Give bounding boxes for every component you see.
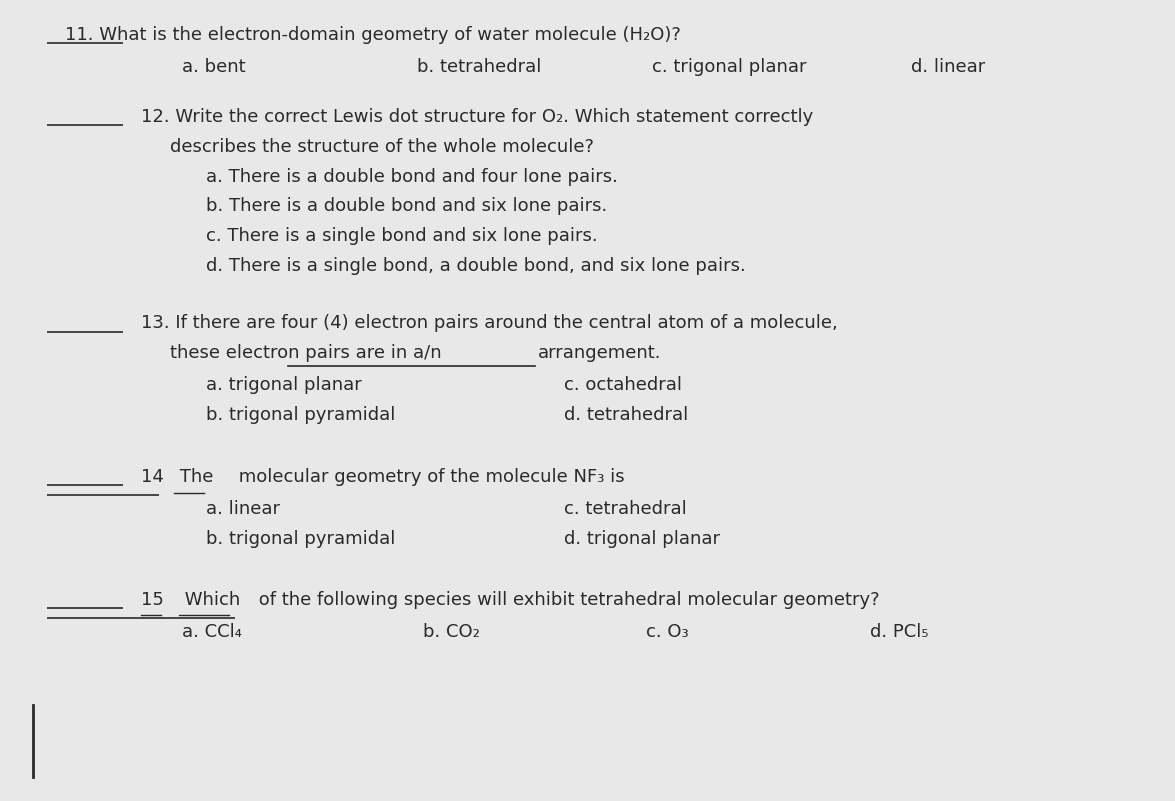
Text: c. octahedral: c. octahedral [564, 376, 682, 394]
Text: c. There is a single bond and six lone pairs.: c. There is a single bond and six lone p… [206, 227, 597, 245]
Text: arrangement.: arrangement. [538, 344, 662, 362]
Text: d. linear: d. linear [911, 58, 985, 76]
Text: c. trigonal planar: c. trigonal planar [652, 58, 806, 76]
Text: 11. What is the electron-domain geometry of water molecule (H₂O)?: 11. What is the electron-domain geometry… [65, 26, 680, 44]
Text: c. O₃: c. O₃ [646, 623, 689, 641]
Text: d. tetrahedral: d. tetrahedral [564, 406, 689, 424]
Text: 12. Write the correct Lewis dot structure for O₂. Which statement correctly: 12. Write the correct Lewis dot structur… [141, 108, 813, 126]
Text: a. trigonal planar: a. trigonal planar [206, 376, 362, 394]
Text: a. bent: a. bent [182, 58, 246, 76]
Text: b. There is a double bond and six lone pairs.: b. There is a double bond and six lone p… [206, 198, 606, 215]
Text: a. CCl₄: a. CCl₄ [182, 623, 242, 641]
Text: 13. If there are four (4) electron pairs around the central atom of a molecule,: 13. If there are four (4) electron pairs… [141, 315, 838, 332]
Text: describes the structure of the whole molecule?: describes the structure of the whole mol… [170, 139, 595, 156]
Text: d. There is a single bond, a double bond, and six lone pairs.: d. There is a single bond, a double bond… [206, 257, 745, 275]
Text: 15: 15 [141, 591, 163, 609]
Text: a. linear: a. linear [206, 501, 280, 518]
Text: b. CO₂: b. CO₂ [423, 623, 479, 641]
Text: 14: 14 [141, 469, 163, 486]
Text: d. PCl₅: d. PCl₅ [870, 623, 928, 641]
Text: b. tetrahedral: b. tetrahedral [417, 58, 542, 76]
Text: molecular geometry of the molecule NF₃ is: molecular geometry of the molecule NF₃ i… [233, 469, 624, 486]
Text: c. tetrahedral: c. tetrahedral [564, 501, 686, 518]
Text: of the following species will exhibit tetrahedral molecular geometry?: of the following species will exhibit te… [253, 591, 879, 609]
Text: a. There is a double bond and four lone pairs.: a. There is a double bond and four lone … [206, 168, 618, 186]
Text: these electron pairs are in a/n: these electron pairs are in a/n [170, 344, 442, 362]
Text: b. trigonal pyramidal: b. trigonal pyramidal [206, 530, 395, 548]
Text: The: The [174, 469, 214, 486]
Text: d. trigonal planar: d. trigonal planar [564, 530, 720, 548]
Text: Which: Which [179, 591, 240, 609]
Text: b. trigonal pyramidal: b. trigonal pyramidal [206, 406, 395, 424]
